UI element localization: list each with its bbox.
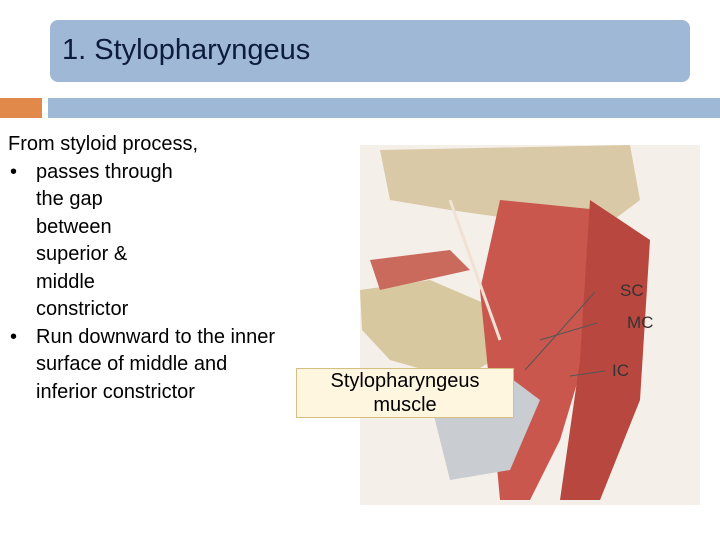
intro-line: From styloid process, — [8, 133, 199, 155]
figure-label: IC — [612, 361, 629, 380]
body-line: between — [36, 215, 112, 238]
bullet-marker: • — [10, 325, 18, 348]
body-line: superior & — [36, 243, 128, 265]
body-line: the gap — [36, 188, 103, 210]
body-line: constrictor — [36, 298, 129, 320]
callout-line: Stylopharyngeus — [330, 370, 480, 392]
neck-muscles — [560, 200, 650, 500]
title-box — [50, 20, 690, 82]
divider-bar — [48, 98, 720, 118]
body-line: middle — [36, 270, 95, 293]
pointer — [524, 291, 596, 371]
body-line: inferior constrictor — [36, 380, 195, 403]
callout: Stylopharyngeus muscle — [296, 368, 514, 418]
body-line: passes through — [36, 160, 173, 183]
pointer — [569, 370, 606, 377]
bullet-marker: • — [10, 160, 18, 183]
tongue — [370, 250, 470, 290]
pointer — [539, 322, 598, 341]
callout-line: muscle — [373, 394, 437, 416]
figure-label: MC — [627, 313, 654, 332]
body-line: Run downward to the inner — [36, 325, 276, 348]
stylopharyngeus — [448, 199, 502, 341]
figure-label: SC — [620, 281, 644, 300]
mandible — [360, 280, 510, 380]
slide-title: 1. Stylopharyngeus — [62, 34, 311, 66]
accent-bar — [0, 98, 42, 118]
body-line: surface of middle and — [36, 353, 228, 375]
